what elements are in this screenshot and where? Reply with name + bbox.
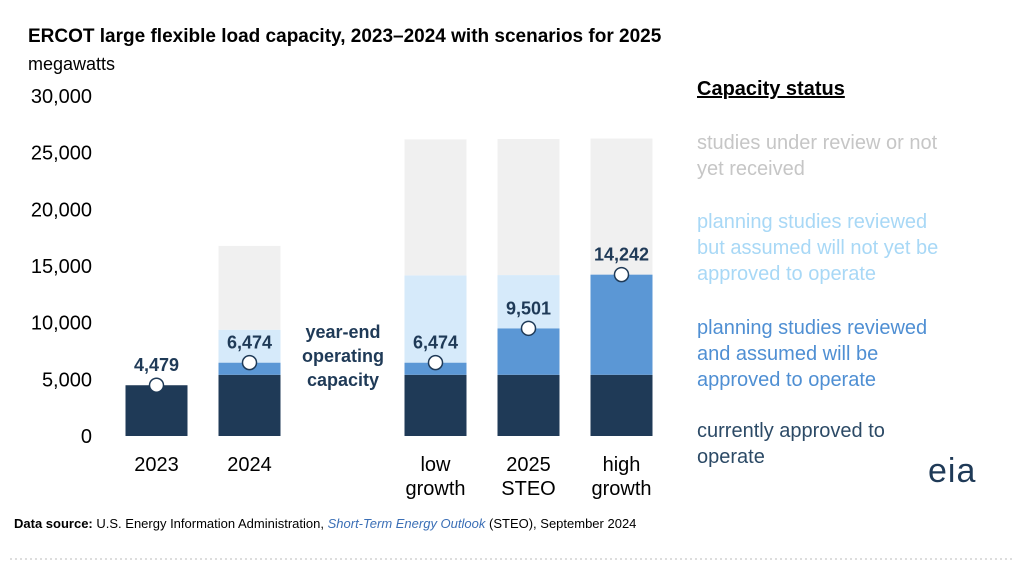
value-label: 6,474 [413, 333, 458, 353]
x-tick-label: low growth [405, 454, 466, 500]
value-label: 9,501 [506, 298, 551, 318]
x-tick-label: 2025 STEO [501, 454, 556, 500]
source-text: (STEO), September 2024 [489, 516, 637, 531]
x-tick-label: high growth [591, 454, 652, 500]
source-italic: Short-Term Energy Outlook [327, 516, 486, 531]
annotation: year-end operating capacity [301, 322, 384, 390]
bar-segment [218, 245, 281, 330]
bar-segment [218, 374, 281, 436]
legend-entry: planning studies reviewed and assumed wi… [697, 317, 928, 391]
total-marker [520, 320, 537, 337]
y-tick-label: 20,000 [31, 199, 92, 221]
source-text: U.S. Energy Information Administration, [96, 516, 324, 531]
legend-entry: currently approved to operate [697, 420, 885, 468]
bar-segment [497, 374, 560, 436]
total-marker [241, 354, 258, 371]
x-tick-label: 2024 [227, 454, 272, 476]
y-tick-label: 30,000 [31, 86, 92, 108]
x-tick-label: 2023 [134, 454, 179, 476]
legend-entry: studies under review or not yet received [697, 132, 938, 180]
logo: eia [928, 452, 977, 490]
y-tick-label: 25,000 [31, 143, 92, 165]
bar-segment [590, 274, 653, 375]
total-marker [148, 377, 165, 393]
y-tick-label: 15,000 [31, 256, 92, 278]
source: Data source: U.S. Energy Information Adm… [14, 516, 636, 531]
bar-segment [590, 138, 653, 275]
legend-entry: planning studies reviewed but assumed wi… [697, 211, 939, 285]
total-marker [427, 354, 444, 371]
bar-segment [497, 139, 560, 276]
chart-subtitle: megawatts [28, 54, 116, 74]
legend-title: Capacity status [697, 78, 845, 100]
y-tick-label: 10,000 [31, 313, 92, 335]
bar-segment [590, 374, 653, 436]
bar-segment [404, 374, 467, 436]
y-tick-label: 5,000 [42, 369, 92, 391]
bar-segment [404, 275, 467, 363]
bar-segment [404, 139, 467, 276]
bar-segment [497, 275, 560, 329]
value-label: 14,242 [594, 245, 649, 265]
value-label: 4,479 [134, 355, 179, 375]
y-tick-label: 0 [81, 426, 92, 448]
bar-segment [125, 385, 188, 436]
total-marker [613, 266, 630, 283]
chart-title: ERCOT large flexible load capacity, 2023… [28, 26, 662, 47]
value-label: 6,474 [227, 333, 272, 353]
source-label: Data source: [14, 516, 93, 531]
